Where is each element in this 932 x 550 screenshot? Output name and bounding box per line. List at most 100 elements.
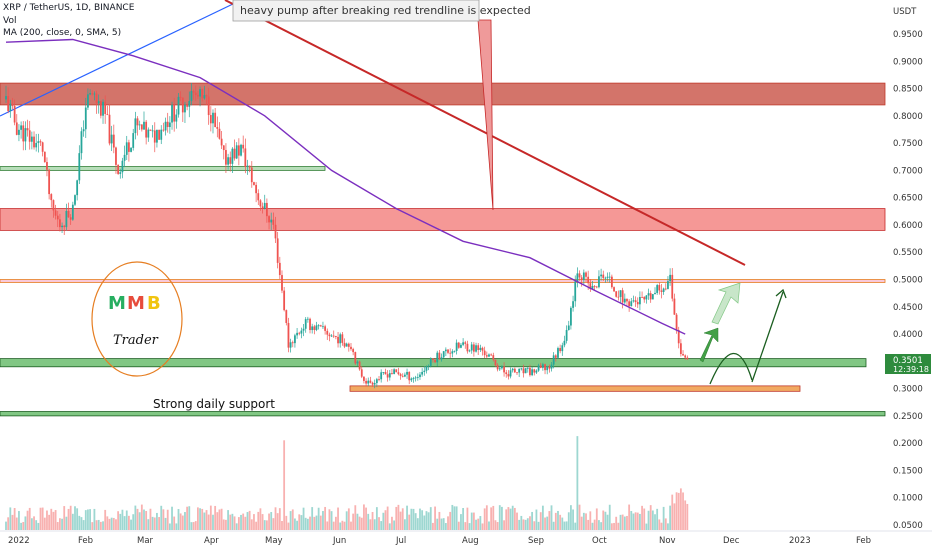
candle-body [535,370,538,373]
price-axis[interactable]: 0.9500 0.9000 0.8500 0.8000 0.7500 0.7000 0.65… [893,30,923,531]
x-tick-label: Jul [395,536,406,546]
volume-bar [524,519,527,530]
candle-body [253,182,255,185]
volume-bar [43,517,46,530]
symbol-title[interactable]: XRP / TetherUS, 1D, BINANCE [3,3,135,13]
candle-body [615,291,618,297]
volume-bar [69,505,72,530]
volume-bar [399,511,402,530]
candle-body [442,351,445,358]
x-tick-label: 2023 [789,536,811,546]
volume-bar [52,511,55,530]
candle-body [205,95,208,97]
y-tick-label: 0.5000 [893,276,923,286]
volume-bar [24,516,27,530]
volume-bar [138,512,141,530]
candle-body [636,302,639,305]
volume-bar [168,523,171,530]
candle-body [315,325,318,330]
volume-bar [265,520,268,530]
y-tick-label: 0.8000 [893,112,923,122]
candle-body [140,124,143,130]
candle-body [274,224,277,239]
volume-bar [587,519,590,530]
candle-body [138,124,141,126]
candle-body [313,326,316,330]
candle-body [529,367,531,376]
candle-body [123,154,126,161]
volume-bar [636,512,639,530]
volume-bar [432,522,434,530]
candle-body [56,215,59,220]
callout-text: heavy pump after breaking red trendline … [240,4,531,17]
vol-label[interactable]: Vol [3,16,17,26]
volume-bar [373,519,376,530]
volume-bar [621,514,624,530]
x-tick-label: Feb [78,536,93,546]
volume-bar [26,510,29,530]
candle-body [309,318,311,331]
volume-bar [56,522,59,530]
candle-body [505,372,508,375]
volume-bar [548,511,551,530]
x-tick-label: Oct [592,536,607,546]
candle-body [576,273,579,282]
volume-bar [229,514,232,530]
volume-bar [570,505,572,530]
volume-bar [613,522,615,530]
candle-body [99,101,102,116]
volume-bar [449,511,452,530]
candle-body [78,153,81,181]
candle-body [466,343,469,352]
candle-body [237,145,240,156]
candle-body [41,142,44,152]
volume-bar [602,510,605,530]
candle-body [63,225,66,228]
candle-body [268,216,270,223]
volume-bar [634,512,637,530]
volume-bar [259,508,262,530]
candle-body [589,283,592,289]
volume-bar [199,508,201,530]
candle-body [283,290,286,311]
volume-bar [475,519,477,530]
candle-body [337,336,339,344]
candle-body [257,193,260,201]
volume-bar [513,507,516,530]
candle-body [74,195,76,205]
zone-support-orange [349,385,801,392]
candle-body [168,122,171,128]
ma-label[interactable]: MA (200, close, 0, SMA, 5) [3,28,122,38]
candle-body [395,369,398,373]
volume-bar [365,507,367,530]
volume-bar [541,505,544,530]
candle-body [570,307,572,326]
volume-bar [186,506,189,530]
volume-bar [78,515,81,530]
candle-body [65,211,68,228]
volume-bar [378,517,380,530]
candle-body [639,296,641,305]
candle-body [95,93,98,104]
volume-bar [181,515,184,530]
candle-body [296,332,298,336]
candle-body [375,379,378,384]
candle-body [93,93,96,95]
candle-body [610,276,613,288]
volume-bar [324,506,327,530]
volume-bar [319,515,322,530]
volume-bar [511,505,514,530]
candle-body [233,148,236,159]
volume-bar [194,521,197,530]
candle-body [563,340,566,346]
candle-body [660,290,663,292]
volume-bar [237,517,240,530]
candle-body [410,378,413,381]
candle-body [686,357,689,360]
candle-body [7,96,10,112]
time-axis[interactable]: 2022 Feb Mar Apr May Jun Jul Aug Sep Oct Nov Dec 202… [8,536,871,546]
volume-bar [149,508,152,530]
candle-body [378,379,380,381]
volume-bar [460,514,462,530]
